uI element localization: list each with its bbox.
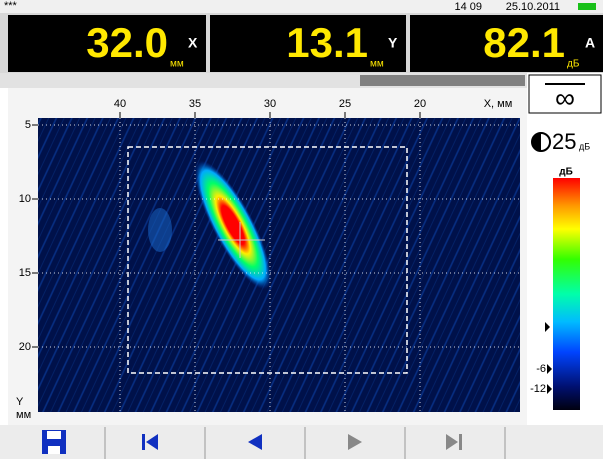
battery (578, 3, 596, 10)
x-tick-label: 35 (189, 98, 201, 110)
y-axis-label: Y (16, 396, 24, 408)
x-tick-label: 20 (414, 98, 426, 110)
x-tick-label: 25 (339, 98, 351, 110)
x-axis-label: X, мм (484, 98, 513, 110)
device-screen: *** 14 09 25.10.2011 32.0ммX13.1ммY82.1д… (0, 0, 603, 459)
readout-unit: мм (370, 59, 384, 70)
readout-value: 82.1 (483, 19, 565, 66)
noise (148, 208, 172, 252)
readout-icon: A (585, 35, 595, 51)
y-tick-label: 15 (19, 267, 31, 279)
color-mark: -6 (536, 363, 546, 375)
color-bar (553, 178, 580, 410)
toolbar (0, 425, 603, 459)
y-tick-label: 5 (25, 119, 31, 131)
x-tick-label: 40 (114, 98, 126, 110)
time: 14 09 (454, 1, 482, 13)
gain-unit: дБ (579, 141, 590, 151)
b-scan-image (38, 118, 520, 412)
readout-icon: Y (388, 35, 398, 51)
save-button[interactable] (42, 430, 66, 454)
icon: ∞ (555, 82, 575, 113)
gain-value: 25 (552, 129, 576, 154)
color-mark: -12 (530, 383, 546, 395)
status-text: *** (4, 0, 18, 12)
color-bar-title: дБ (559, 167, 573, 178)
readout-value: 13.1 (286, 19, 368, 66)
y-tick-label: 10 (19, 193, 31, 205)
scroll-thumb (360, 75, 525, 86)
date: 25.10.2011 (506, 1, 560, 13)
y-axis-unit: мм (16, 409, 31, 421)
readout-icon: X (188, 35, 198, 51)
y-tick-label: 20 (19, 341, 31, 353)
x-tick-label: 30 (264, 98, 276, 110)
readout-unit: мм (170, 59, 184, 70)
readout-unit: дБ (567, 59, 580, 70)
readout-value: 32.0 (86, 19, 168, 66)
